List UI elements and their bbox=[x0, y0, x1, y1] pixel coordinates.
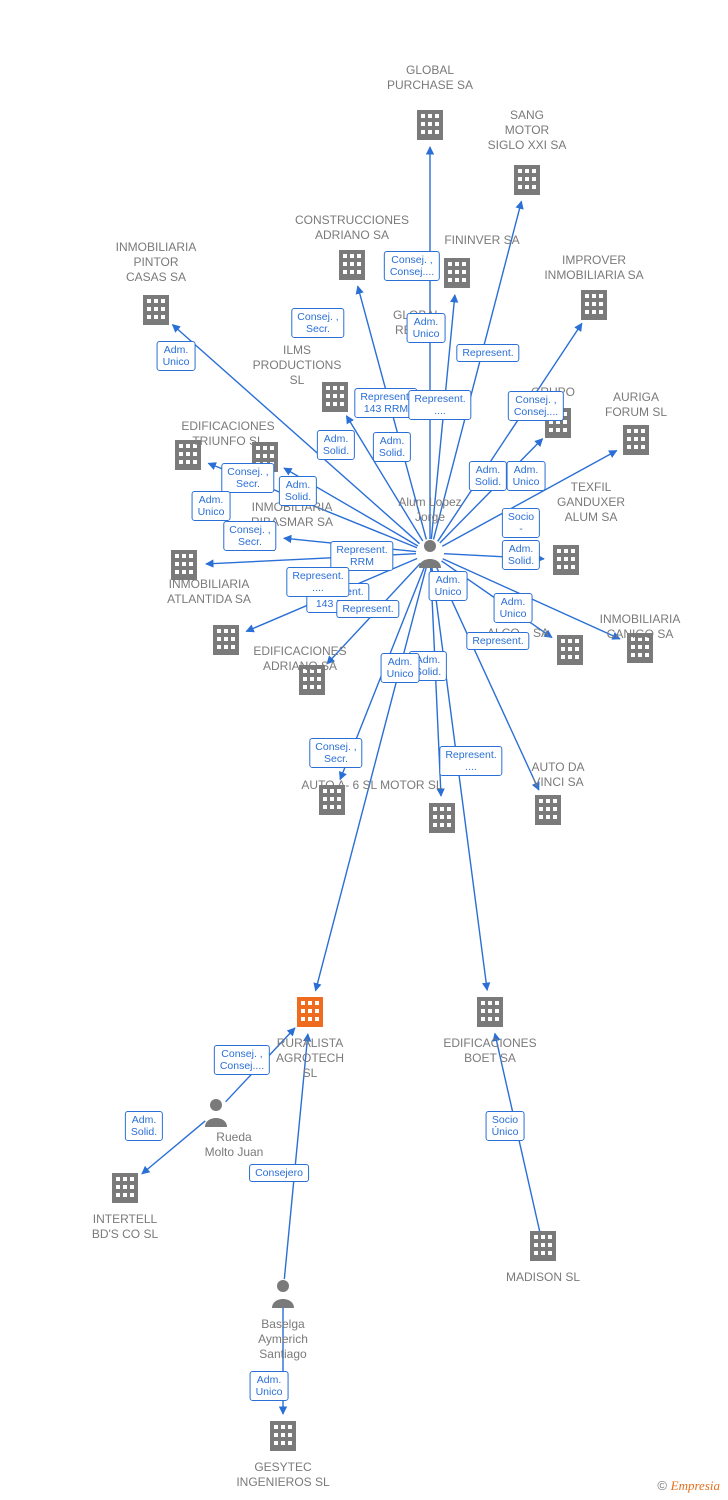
edge-label: Adm. Unico bbox=[494, 593, 533, 623]
edge-label: Adm. Solid. bbox=[317, 430, 355, 460]
person-node[interactable] bbox=[270, 1278, 296, 1308]
company-node[interactable] bbox=[579, 288, 609, 322]
edge-label: Adm. Unico bbox=[507, 461, 546, 491]
edge bbox=[316, 567, 427, 991]
edge-label: Consej. , Consej.... bbox=[214, 1045, 270, 1075]
edge-label: Socio - bbox=[502, 508, 540, 538]
edge-label: Represent. .... bbox=[286, 567, 349, 597]
brand-name: Empresia bbox=[671, 1478, 720, 1493]
company-node[interactable] bbox=[528, 1229, 558, 1263]
company-node[interactable] bbox=[512, 163, 542, 197]
company-node[interactable] bbox=[317, 783, 347, 817]
person-node[interactable] bbox=[417, 538, 443, 568]
copyright-symbol: © bbox=[657, 1478, 667, 1493]
edge-label: Represent. .... bbox=[408, 390, 471, 420]
edge-label: Represent. bbox=[466, 632, 529, 650]
company-node[interactable] bbox=[297, 663, 327, 697]
edge-label: Adm. Unico bbox=[381, 653, 420, 683]
edge-label: Adm. Unico bbox=[429, 571, 468, 601]
edge-label: Adm. Solid. bbox=[279, 476, 317, 506]
company-node[interactable] bbox=[621, 423, 651, 457]
company-node[interactable] bbox=[475, 995, 505, 1029]
edge-label: Consejero bbox=[249, 1164, 309, 1182]
edge-label: Adm. Solid. bbox=[125, 1111, 163, 1141]
edge-label: Adm. Unico bbox=[250, 1371, 289, 1401]
company-node[interactable] bbox=[110, 1171, 140, 1205]
edge-label: Adm. Solid. bbox=[373, 432, 411, 462]
watermark: © Empresia bbox=[657, 1478, 720, 1494]
diagram-canvas bbox=[0, 0, 728, 1500]
edge-label: Represent. .... bbox=[439, 746, 502, 776]
company-node[interactable] bbox=[533, 793, 563, 827]
company-node[interactable] bbox=[173, 438, 203, 472]
company-node[interactable] bbox=[442, 256, 472, 290]
edge-label: Consej. , Secr. bbox=[223, 521, 276, 551]
edge-label: Adm. Solid. bbox=[469, 461, 507, 491]
edge-label: Adm. Unico bbox=[192, 491, 231, 521]
company-node[interactable] bbox=[295, 995, 325, 1029]
company-node[interactable] bbox=[555, 633, 585, 667]
company-node[interactable] bbox=[211, 623, 241, 657]
edge-label: Consej. , Secr. bbox=[221, 463, 274, 493]
company-node[interactable] bbox=[551, 543, 581, 577]
edge-label: Consej. , Secr. bbox=[309, 738, 362, 768]
edge bbox=[284, 1034, 308, 1279]
company-node[interactable] bbox=[415, 108, 445, 142]
edge-label: Adm. Solid. bbox=[502, 540, 540, 570]
company-node[interactable] bbox=[268, 1419, 298, 1453]
company-node[interactable] bbox=[169, 548, 199, 582]
edge-label: Represent. bbox=[456, 344, 519, 362]
company-node[interactable] bbox=[320, 380, 350, 414]
edge-label: Represent. bbox=[336, 600, 399, 618]
company-node[interactable] bbox=[337, 248, 367, 282]
edge-label: Consej. , Consej.... bbox=[384, 251, 440, 281]
edge-label: Consej. , Secr. bbox=[291, 308, 344, 338]
edge-label: Adm. Unico bbox=[157, 341, 196, 371]
edge-label: Adm. Unico bbox=[407, 313, 446, 343]
company-node[interactable] bbox=[625, 631, 655, 665]
edge-label: Consej. , Consej.... bbox=[508, 391, 564, 421]
company-node[interactable] bbox=[427, 801, 457, 835]
edge-label: Socio Único bbox=[486, 1111, 525, 1141]
company-node[interactable] bbox=[141, 293, 171, 327]
person-node[interactable] bbox=[203, 1097, 229, 1127]
